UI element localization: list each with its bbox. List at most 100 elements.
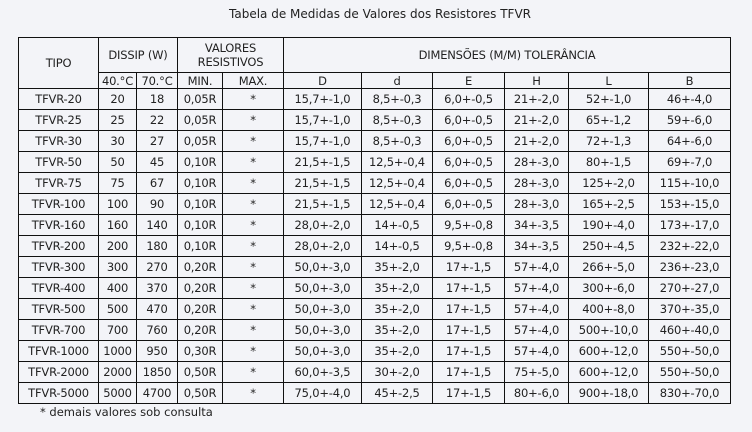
table-cell: 35+-2,0 bbox=[361, 277, 433, 299]
table-cell: 21,5+-1,5 bbox=[283, 193, 362, 215]
table-cell: 165+-2,5 bbox=[568, 193, 649, 215]
table-row: TFVR-50 50 45 0,10R * 21,5+-1,5 12,5+-0,4 6,0+-… bbox=[18, 151, 732, 173]
table-cell: 50,0+-3,0 bbox=[283, 340, 362, 362]
table-row: TFVR-20 20 18 0,05R * 15,7+-1,0 8,5+-0,3 6,0+-0… bbox=[18, 88, 732, 110]
header-h: H bbox=[504, 72, 569, 89]
table-cell: 6,0+-0,5 bbox=[432, 130, 505, 152]
table-cell: 270 bbox=[136, 256, 178, 278]
table-cell: 17+-1,5 bbox=[432, 361, 505, 383]
table-row: TFVR-100 100 90 0,10R * 21,5+-1,5 12,5+-0,4 6,0… bbox=[18, 193, 732, 215]
table-cell: 57+-4,0 bbox=[504, 298, 569, 320]
table-cell: 28,0+-2,0 bbox=[283, 214, 362, 236]
table-cell: 21+-2,0 bbox=[504, 109, 569, 131]
table-cell: 17+-1,5 bbox=[432, 298, 505, 320]
table-cell: 0,10R bbox=[177, 151, 223, 173]
table-cell: 30+-2,0 bbox=[361, 361, 433, 383]
table-cell: TFVR-20 bbox=[18, 88, 99, 110]
table-cell: 300+-6,0 bbox=[568, 277, 649, 299]
resistor-table: TIPO DISSIP (W) VALORES RESISTIVOS DIMEN… bbox=[18, 37, 732, 404]
table-cell: 6,0+-0,5 bbox=[432, 193, 505, 215]
table-cell: 4700 bbox=[136, 382, 178, 404]
header-valores: VALORES RESISTIVOS bbox=[177, 37, 284, 73]
table-row: TFVR-30 30 27 0,05R * 15,7+-1,0 8,5+-0,3 6,0+-0… bbox=[18, 130, 732, 152]
table-cell: 400+-8,0 bbox=[568, 298, 649, 320]
table-cell: 57+-4,0 bbox=[504, 277, 569, 299]
table-cell: 50,0+-3,0 bbox=[283, 277, 362, 299]
table-cell: 500+-10,0 bbox=[568, 319, 649, 341]
table-cell: 6,0+-0,5 bbox=[432, 88, 505, 110]
table-cell: 0,20R bbox=[177, 298, 223, 320]
table-cell: TFVR-2000 bbox=[18, 361, 99, 383]
table-cell: 21+-2,0 bbox=[504, 88, 569, 110]
table-cell: 0,05R bbox=[177, 109, 223, 131]
table-cell: 28,0+-2,0 bbox=[283, 235, 362, 257]
table-cell: 6,0+-0,5 bbox=[432, 151, 505, 173]
table-cell: 75,0+-4,0 bbox=[283, 382, 362, 404]
table-cell: 115+-10,0 bbox=[647, 172, 732, 194]
table-cell: * bbox=[222, 235, 284, 257]
table-cell: 460+-40,0 bbox=[647, 319, 732, 341]
table-cell: * bbox=[222, 130, 284, 152]
table-cell: 0,20R bbox=[177, 277, 223, 299]
table-cell: 250+-4,5 bbox=[568, 235, 649, 257]
table-cell: 0,30R bbox=[177, 340, 223, 362]
table-cell: 34+-3,5 bbox=[504, 235, 569, 257]
table-cell: 65+-1,2 bbox=[568, 109, 649, 131]
table-cell: 5000 bbox=[98, 382, 137, 404]
table-cell: 950 bbox=[136, 340, 178, 362]
table-cell: 0,50R bbox=[177, 361, 223, 383]
header-min: MIN. bbox=[177, 72, 223, 89]
table-cell: 21+-2,0 bbox=[504, 130, 569, 152]
table-cell: 50,0+-3,0 bbox=[283, 298, 362, 320]
table-cell: 50 bbox=[98, 151, 137, 173]
table-cell: 72+-1,3 bbox=[568, 130, 649, 152]
table-cell: 8,5+-0,3 bbox=[361, 130, 433, 152]
table-cell: 6,0+-0,5 bbox=[432, 109, 505, 131]
table-cell: TFVR-700 bbox=[18, 319, 99, 341]
header-b: B bbox=[647, 72, 732, 89]
table-cell: * bbox=[222, 277, 284, 299]
table-cell: 57+-4,0 bbox=[504, 340, 569, 362]
table-cell: 20 bbox=[98, 88, 137, 110]
table-cell: 22 bbox=[136, 109, 178, 131]
table-cell: 35+-2,0 bbox=[361, 340, 433, 362]
table-cell: 180 bbox=[136, 235, 178, 257]
table-cell: 12,5+-0,4 bbox=[361, 172, 433, 194]
table-cell: 0,20R bbox=[177, 256, 223, 278]
table-cell: * bbox=[222, 298, 284, 320]
table-row: TFVR-160 160 140 0,10R * 28,0+-2,0 14+-0,5 9,5+… bbox=[18, 214, 732, 236]
table-cell: 14+-0,5 bbox=[361, 235, 433, 257]
table-row: TFVR-200 200 180 0,10R * 28,0+-2,0 14+-0,5 9,5+… bbox=[18, 235, 732, 257]
table-cell: 100 bbox=[98, 193, 137, 215]
table-cell: 232+-22,0 bbox=[647, 235, 732, 257]
table-row: TFVR-75 75 67 0,10R * 21,5+-1,5 12,5+-0,4 6,0+-… bbox=[18, 172, 732, 194]
table-cell: 600+-12,0 bbox=[568, 340, 649, 362]
table-cell: TFVR-300 bbox=[18, 256, 99, 278]
header-40c: 40.°C bbox=[98, 72, 137, 89]
table-cell: 8,5+-0,3 bbox=[361, 109, 433, 131]
table-cell: 75+-5,0 bbox=[504, 361, 569, 383]
table-cell: 300 bbox=[98, 256, 137, 278]
table-cell: 12,5+-0,4 bbox=[361, 151, 433, 173]
table-cell: 0,10R bbox=[177, 172, 223, 194]
table-cell: * bbox=[222, 340, 284, 362]
table-cell: TFVR-160 bbox=[18, 214, 99, 236]
table-cell: 50,0+-3,0 bbox=[283, 256, 362, 278]
table-cell: 1000 bbox=[98, 340, 137, 362]
table-cell: 17+-1,5 bbox=[432, 256, 505, 278]
table-cell: 900+-18,0 bbox=[568, 382, 649, 404]
table-cell: 125+-2,0 bbox=[568, 172, 649, 194]
table-cell: 17+-1,5 bbox=[432, 277, 505, 299]
table-cell: 0,10R bbox=[177, 214, 223, 236]
table-cell: 0,10R bbox=[177, 235, 223, 257]
header-dissip: DISSIP (W) bbox=[98, 37, 178, 73]
table-cell: 35+-2,0 bbox=[361, 298, 433, 320]
table-cell: 400 bbox=[98, 277, 137, 299]
table-row: TFVR-500 500 470 0,20R * 50,0+-3,0 35+-2,0 17+-… bbox=[18, 298, 732, 320]
header-70c: 70.°C bbox=[136, 72, 178, 89]
table-cell: 550+-50,0 bbox=[647, 361, 732, 383]
table-cell: * bbox=[222, 256, 284, 278]
table-cell: 500 bbox=[98, 298, 137, 320]
table-row: TFVR-400 400 370 0,20R * 50,0+-3,0 35+-2,0 17+-… bbox=[18, 277, 732, 299]
table-cell: 52+-1,0 bbox=[568, 88, 649, 110]
